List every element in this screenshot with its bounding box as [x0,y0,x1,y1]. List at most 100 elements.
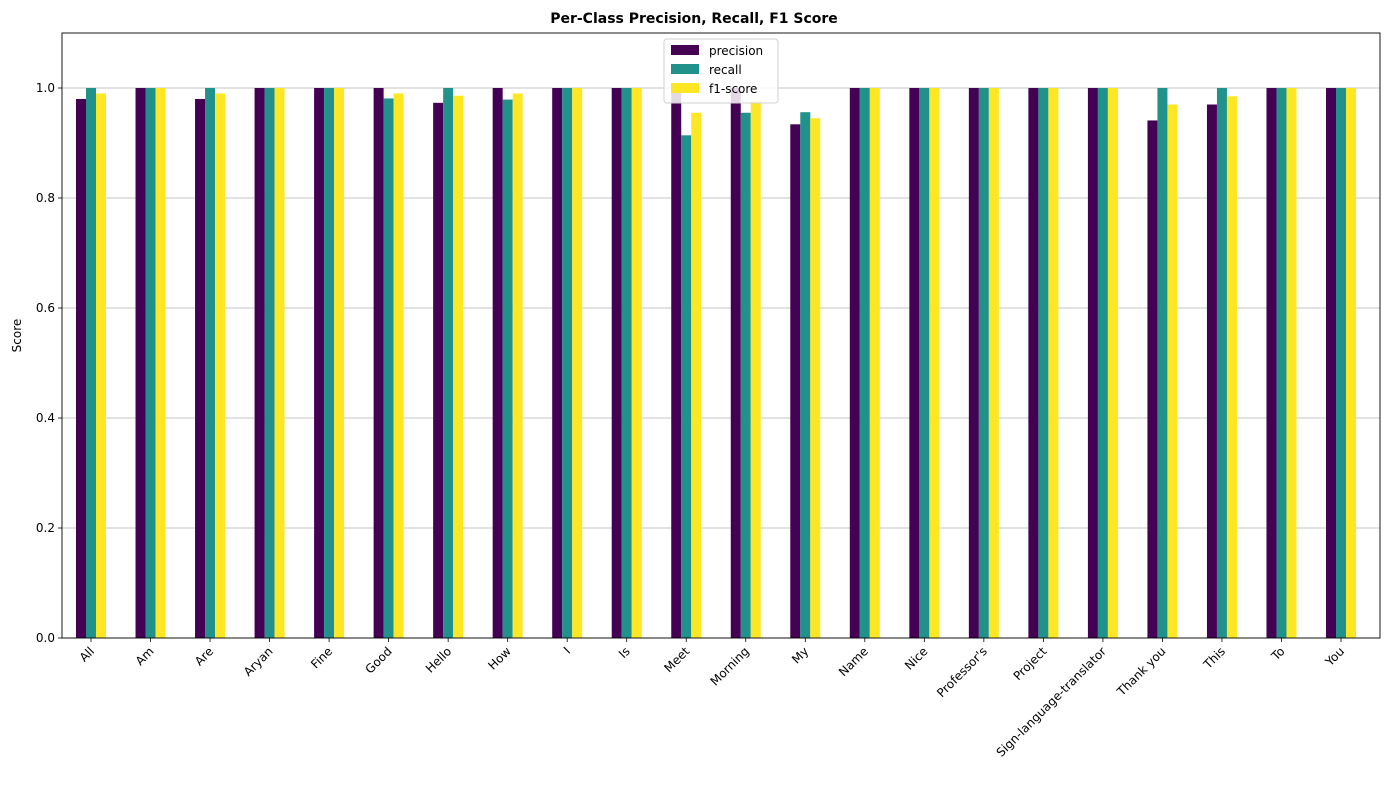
bar-precision [492,88,503,638]
bar-f1-score [512,93,523,638]
legend-label-recall: recall [709,63,742,77]
x-tick-label: To [1268,644,1288,664]
bar-precision [314,88,325,638]
bar-precision [373,88,384,638]
bar-f1-score [631,88,642,638]
bar-f1-score [750,100,761,638]
bar-f1-score [1226,96,1237,638]
bar-recall [264,88,275,638]
bar-recall [383,98,394,638]
x-tick-label: Aryan [241,644,276,679]
bar-f1-score [1048,88,1059,638]
bar-f1-score [1346,88,1356,638]
bar-precision [1206,104,1217,638]
y-tick-label: 0.6 [36,301,55,315]
bar-precision [1326,88,1336,638]
bar-f1-score [691,112,702,638]
bar-recall [740,112,751,638]
x-tick-label: Meet [661,644,692,675]
bar-f1-score [453,95,464,638]
bar-f1-score [274,88,285,638]
bar-recall [145,88,156,638]
chart-title: Per-Class Precision, Recall, F1 Score [550,11,838,27]
bar-recall [1276,88,1287,638]
bar-recall [502,99,513,639]
y-axis-label: Score [10,319,24,353]
legend-swatch-precision [671,45,699,55]
bar-f1-score [1167,104,1178,638]
bar-precision [76,99,86,638]
bar-precision [730,88,741,638]
bar-f1-score [810,118,821,638]
bar-precision [790,124,801,639]
y-tick-label: 1.0 [36,81,55,95]
bar-recall [1097,88,1108,638]
bar-recall [621,88,632,638]
bar-recall [919,88,930,638]
bar-precision [1087,88,1098,638]
bar-f1-score [869,88,880,638]
bar-precision [849,88,860,638]
x-tick-label: Sign-language-translator [994,644,1109,759]
bar-f1-score [988,88,999,638]
bar-recall [859,88,870,638]
bar-precision [611,88,622,638]
bar-recall [443,88,454,638]
x-tick-label: I [561,644,573,656]
x-tick-label: This [1200,644,1228,672]
bar-recall [681,135,692,639]
x-tick-label: Am [133,644,157,668]
x-tick-label: How [485,644,514,673]
bar-precision [195,99,206,638]
bar-precision [1266,88,1277,638]
plot-frame [61,32,1381,639]
x-tick-label: Thank you [1114,644,1169,699]
bar-f1-score [215,93,226,638]
bar-f1-score [393,93,404,638]
legend-label-precision: precision [709,44,763,58]
x-tick-label: Morning [708,644,752,688]
bar-f1-score [96,93,106,638]
x-tick-label: All [77,644,97,664]
bars-layer [76,88,1356,639]
bar-precision [552,88,563,638]
x-tick-label: Hello [423,644,454,675]
x-tick-label: Good [362,644,394,676]
bar-precision [433,102,444,639]
bar-recall [324,88,335,638]
bar-recall [86,88,96,638]
bar-recall [1038,88,1049,638]
legend: precision recall f1-score [663,38,779,104]
x-tick-label: Are [192,644,216,668]
legend-swatch-f1-score [671,83,699,93]
bar-recall [1336,88,1346,638]
bar-recall [562,88,573,638]
legend-swatch-recall [671,64,699,74]
bar-f1-score [929,88,940,638]
x-tick-label: Professor's [934,644,990,700]
bar-f1-score [1286,88,1297,638]
y-tick-label: 0.2 [36,521,55,535]
legend-label-f1-score: f1-score [709,82,757,96]
bar-recall [1157,88,1168,638]
x-tick-label: Nice [902,644,930,672]
bar-recall [1216,88,1227,638]
x-tick-label: You [1322,644,1347,669]
axes-layer: 0.0 0.2 0.4 0.6 0.8 1.0 All Am Are Aryan Fine Good H… [36,32,1381,760]
x-tick-label: Project [1011,644,1050,683]
y-tick-label: 0.4 [36,411,55,425]
bar-recall [205,88,216,638]
bar-precision [1147,120,1158,638]
bar-f1-score [334,88,345,638]
bar-precision [909,88,920,638]
bar-f1-score [1107,88,1118,638]
y-tick-label: 0.8 [36,191,55,205]
bar-precision [254,88,265,638]
bar-f1-score [572,88,583,638]
bar-precision [135,88,146,638]
bar-precision [968,88,979,638]
bar-recall [978,88,989,638]
bar-precision [671,88,682,638]
